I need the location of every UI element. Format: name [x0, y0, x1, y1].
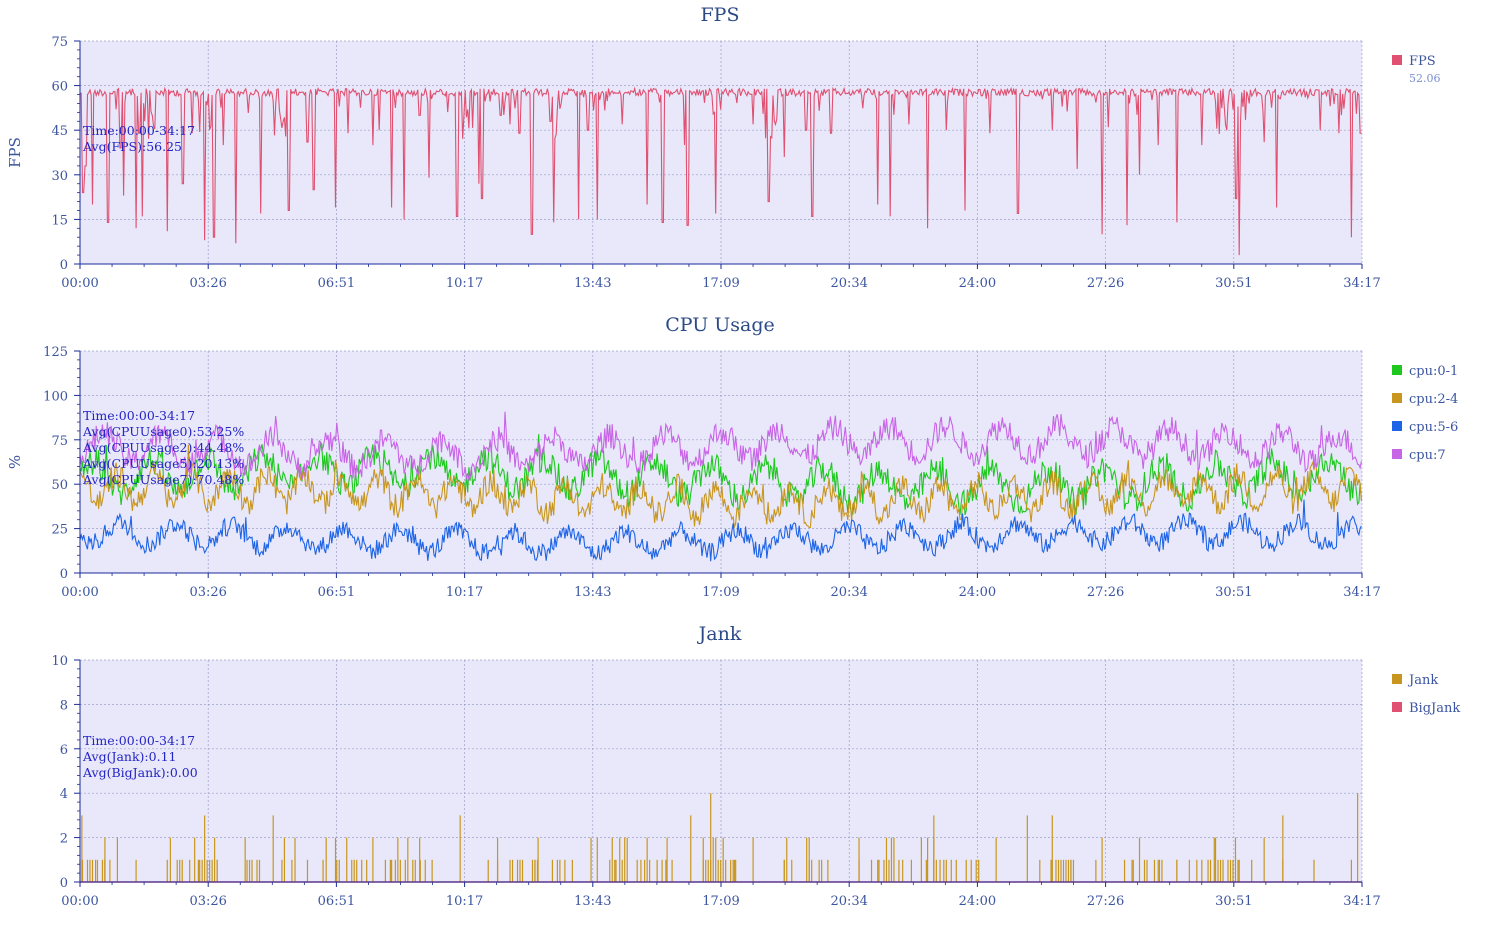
chart-title: FPS	[701, 4, 740, 26]
annotation-line: Avg(FPS):56.25	[82, 139, 182, 154]
x-tick-label: 34:17	[1343, 276, 1380, 291]
y-tick-label: 10	[51, 654, 68, 669]
legend-label: FPS	[1409, 54, 1436, 69]
x-tick-label: 24:00	[959, 585, 996, 600]
annotation-line: Time:00:00-34:17	[83, 408, 195, 423]
x-tick-label: 24:00	[959, 894, 996, 909]
x-tick-label: 00:00	[61, 276, 98, 291]
y-axis-label: FPS	[6, 137, 24, 168]
x-tick-label: 10:17	[446, 894, 483, 909]
legend-swatch	[1392, 393, 1402, 403]
y-tick-label: 30	[51, 169, 68, 184]
x-tick-label: 20:34	[830, 276, 867, 291]
chart-title: CPU Usage	[665, 314, 775, 336]
x-tick-label: 00:00	[61, 894, 98, 909]
chart-2: Jank 0 2 4 6 8 10 00:00 03:26 06:51 10:17 13:43 17:0…	[51, 623, 1460, 909]
y-tick-label: 25	[51, 523, 68, 538]
y-tick-label: 2	[60, 832, 68, 847]
x-tick-label: 06:51	[318, 894, 355, 909]
annotation-line: Avg(Jank):0.11	[82, 749, 176, 764]
series-line-cpu-7	[79, 411, 1362, 482]
y-tick-label: 45	[51, 124, 68, 139]
series-line-cpu-2-4	[79, 444, 1362, 529]
annotation-line: Avg(CPUUsage0):53.25%	[82, 424, 244, 439]
x-tick-label: 17:09	[702, 585, 739, 600]
annotation-line: Avg(CPUUsage2):44.48%	[82, 440, 244, 455]
x-tick-label: 03:26	[189, 894, 226, 909]
y-tick-label: 50	[51, 478, 68, 493]
y-tick-label: 15	[51, 213, 68, 228]
legend-label: cpu:0-1	[1409, 364, 1458, 379]
x-tick-label: 00:00	[61, 585, 98, 600]
x-tick-label: 27:26	[1087, 894, 1124, 909]
legend-swatch	[1392, 365, 1402, 375]
chart-title: Jank	[697, 623, 742, 645]
x-tick-label: 10:17	[446, 276, 483, 291]
y-tick-label: 60	[51, 80, 68, 95]
legend-swatch	[1392, 449, 1402, 459]
x-tick-label: 30:51	[1215, 276, 1252, 291]
y-tick-label: 0	[60, 876, 68, 891]
x-tick-label: 13:43	[574, 585, 611, 600]
y-tick-label: 8	[60, 698, 68, 713]
x-tick-label: 17:09	[702, 894, 739, 909]
chart-1: CPU Usage 0 25 50 75 100 125 00:00 03:26 06:51 10:…	[6, 314, 1458, 600]
legend-label: cpu:7	[1409, 448, 1446, 463]
x-tick-label: 27:26	[1087, 276, 1124, 291]
legend-label: cpu:2-4	[1409, 392, 1458, 407]
chart-0: FPS 0 15 30 45 60 75 00:00 03:26 06:51 10:17 13:43 1…	[6, 4, 1441, 291]
y-tick-label: 4	[60, 787, 68, 802]
x-tick-label: 24:00	[959, 276, 996, 291]
x-tick-label: 34:17	[1343, 585, 1380, 600]
series-line-fps	[79, 86, 1362, 256]
legend-label: Jank	[1407, 673, 1438, 688]
y-tick-label: 0	[60, 258, 68, 273]
x-tick-label: 20:34	[830, 894, 867, 909]
y-tick-label: 125	[43, 345, 68, 360]
y-tick-label: 75	[51, 35, 68, 50]
y-tick-label: 100	[43, 389, 68, 404]
annotation-line: Avg(CPUUsage7):70.48%	[82, 472, 244, 487]
legend-swatch	[1392, 674, 1402, 684]
legend-value: 52.06	[1409, 72, 1441, 85]
y-tick-label: 6	[60, 743, 68, 758]
annotation-line: Avg(CPUUsage5):20.13%	[82, 456, 244, 471]
x-tick-label: 30:51	[1215, 894, 1252, 909]
x-tick-label: 03:26	[189, 276, 226, 291]
annotation-line: Time:00:00-34:17	[83, 733, 195, 748]
y-tick-label: 75	[51, 434, 68, 449]
x-tick-label: 20:34	[830, 585, 867, 600]
legend-label: cpu:5-6	[1409, 420, 1458, 435]
x-tick-label: 10:17	[446, 585, 483, 600]
x-tick-label: 13:43	[574, 894, 611, 909]
x-tick-label: 06:51	[318, 276, 355, 291]
annotation-line: Time:00:00-34:17	[83, 123, 195, 138]
legend-swatch	[1392, 421, 1402, 431]
x-tick-label: 06:51	[318, 585, 355, 600]
x-tick-label: 30:51	[1215, 585, 1252, 600]
legend-label: BigJank	[1409, 701, 1460, 716]
y-tick-label: 0	[60, 567, 68, 582]
x-tick-label: 27:26	[1087, 585, 1124, 600]
x-tick-label: 13:43	[574, 276, 611, 291]
annotation-line: Avg(BigJank):0.00	[82, 765, 198, 780]
y-axis-label: %	[6, 455, 24, 469]
series-line-cpu-5-6	[79, 499, 1362, 562]
legend-swatch	[1392, 702, 1402, 712]
x-tick-label: 03:26	[189, 585, 226, 600]
x-tick-label: 17:09	[702, 276, 739, 291]
x-tick-label: 34:17	[1343, 894, 1380, 909]
legend-swatch	[1392, 55, 1402, 65]
